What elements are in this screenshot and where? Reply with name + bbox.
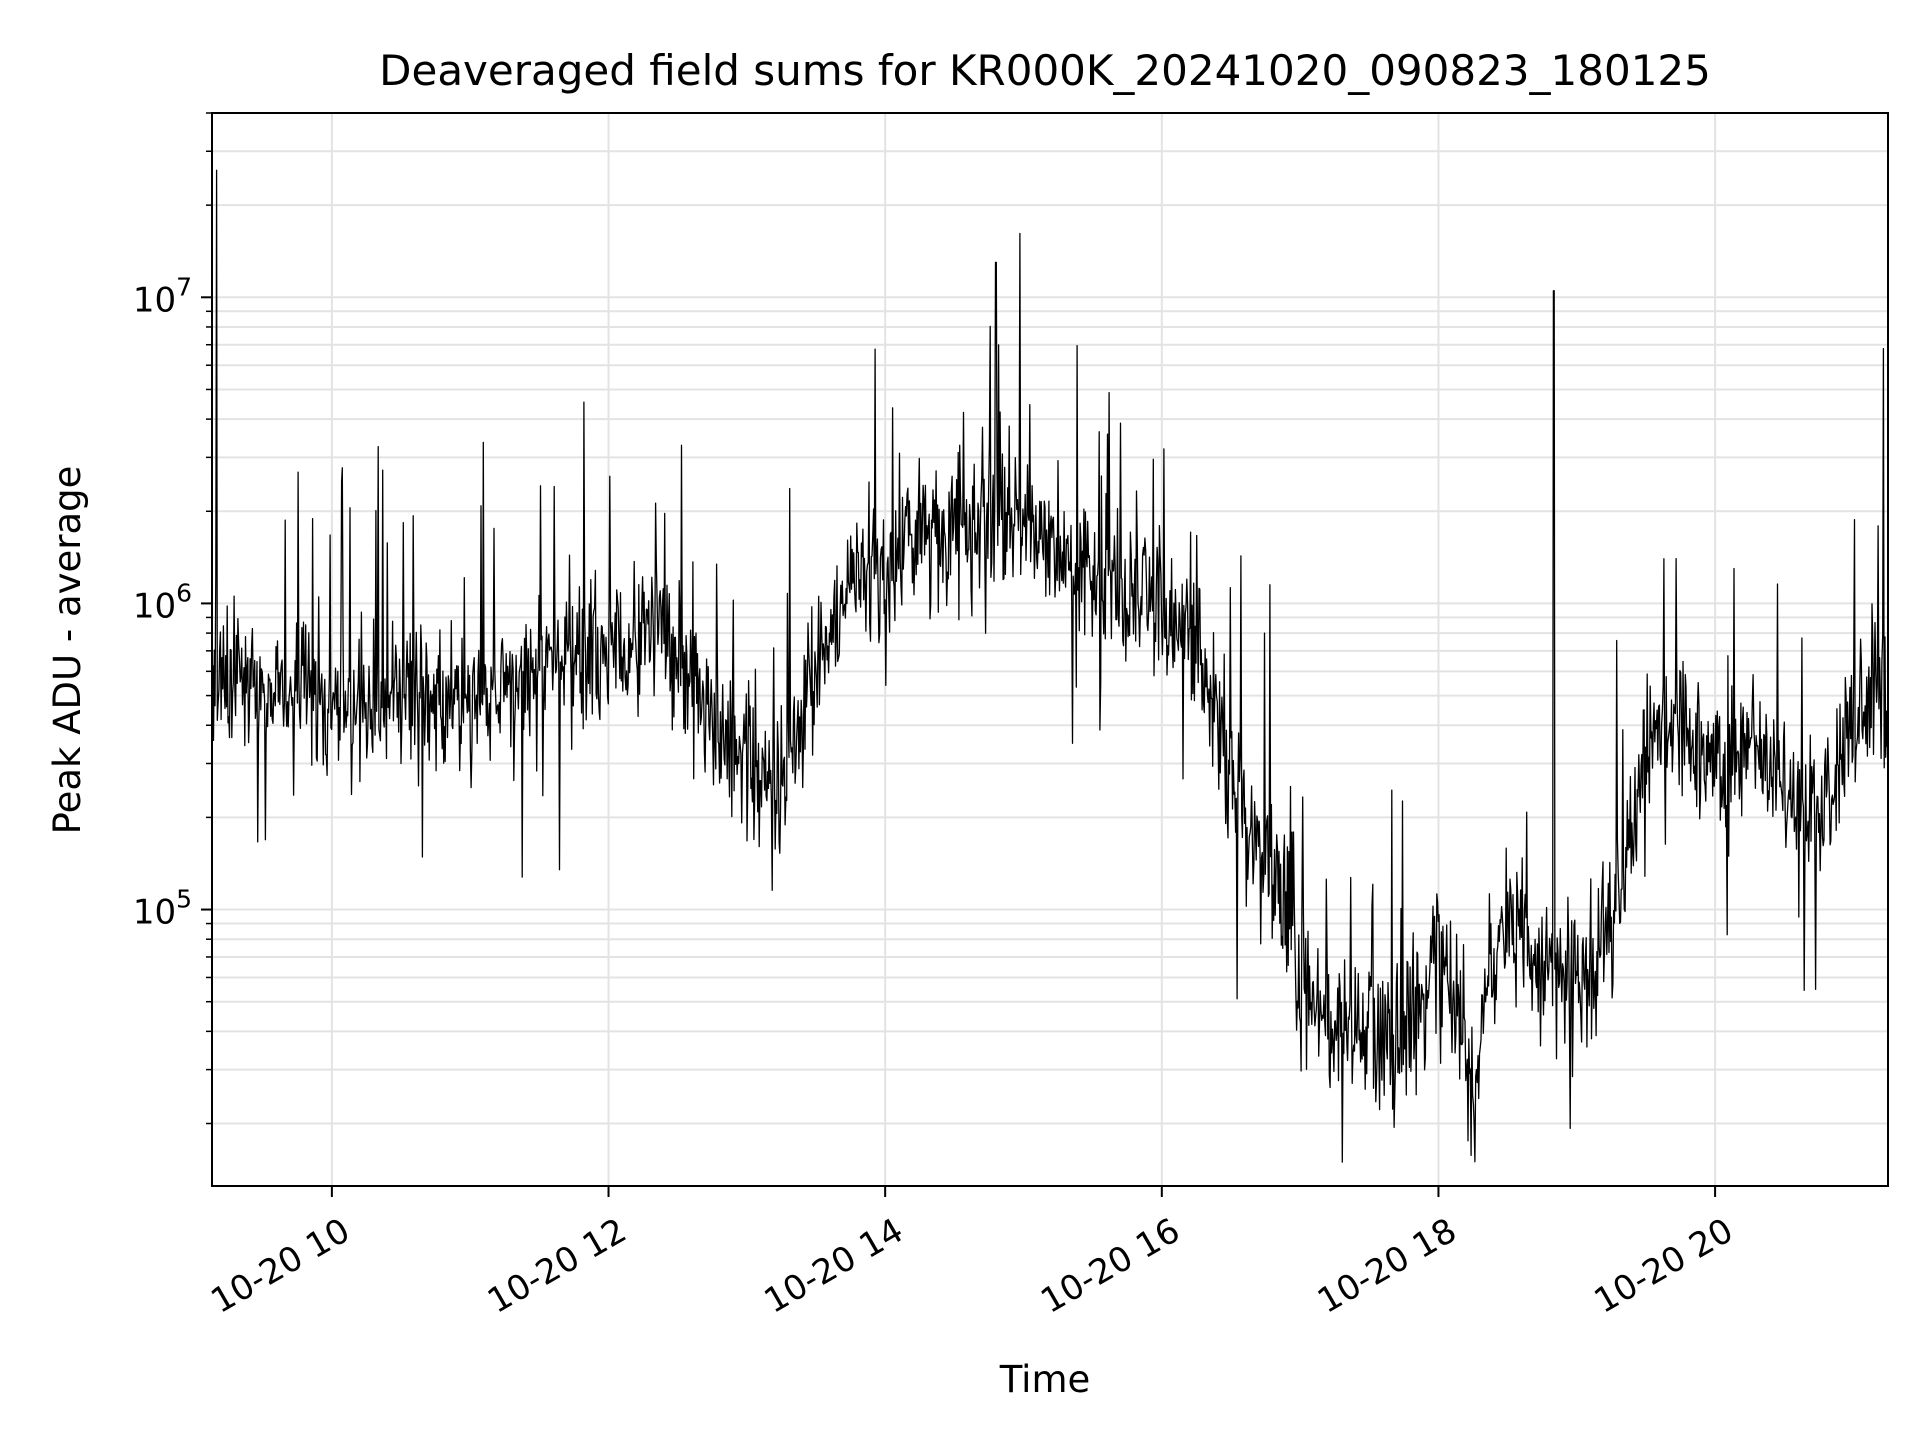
x-tick-label: 10-20 18 xyxy=(1311,1211,1463,1322)
x-tick-label: 10-20 14 xyxy=(758,1211,910,1322)
y-axis-ticks: 105 106 107 xyxy=(133,112,212,1125)
y-axis-label: Peak ADU - average xyxy=(46,466,89,835)
series-layer xyxy=(211,169,1889,1163)
y-tick-label: 106 xyxy=(133,578,192,626)
x-tick-label: 10-20 10 xyxy=(204,1211,356,1322)
y-tick-label: 107 xyxy=(133,272,192,320)
plot-frame xyxy=(211,112,1889,1187)
x-axis-label: Time xyxy=(999,1358,1091,1401)
grid xyxy=(212,112,1888,1186)
series-line xyxy=(211,169,1889,1163)
x-tick-label: 10-20 12 xyxy=(481,1211,633,1322)
x-tick-label: 10-20 20 xyxy=(1588,1211,1740,1322)
y-tick-label: 105 xyxy=(133,885,192,933)
chart-title: Deaveraged field sums for KR000K_2024102… xyxy=(379,46,1711,95)
x-axis-ticks: 10-20 10 10-20 12 10-20 14 10-20 16 10-20 18… xyxy=(204,1186,1740,1322)
x-tick-label: 10-20 16 xyxy=(1034,1211,1186,1322)
